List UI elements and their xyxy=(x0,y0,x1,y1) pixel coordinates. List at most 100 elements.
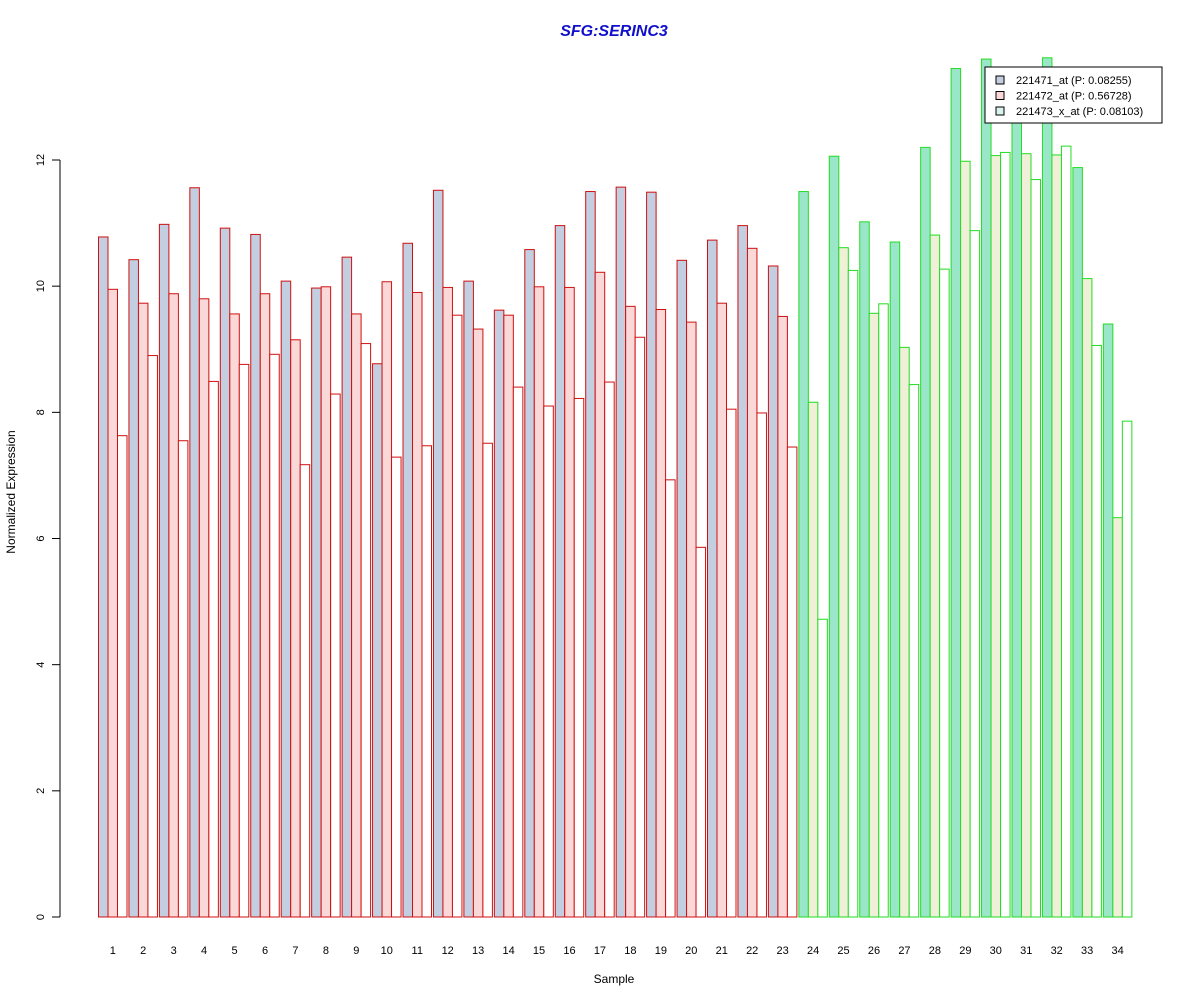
legend-swatch xyxy=(995,75,1005,85)
x-tick-label: 11 xyxy=(412,945,423,957)
bar-series-2-sample-18 xyxy=(625,305,636,918)
bar-series-2-sample-31 xyxy=(1021,153,1032,918)
bar-series-2-sample-30 xyxy=(990,155,1002,918)
x-tick-label: 15 xyxy=(533,945,545,957)
x-tick-label: 10 xyxy=(381,945,393,957)
bar-series-1-sample-1 xyxy=(98,236,109,918)
bar-series-3-sample-34 xyxy=(1121,420,1133,918)
bar-series-2-sample-8 xyxy=(320,286,332,918)
legend-label: 221473_x_at (P: 0.08103) xyxy=(1016,106,1143,118)
bar-series-2-sample-7 xyxy=(290,339,301,918)
bar-series-1-sample-6 xyxy=(250,233,261,918)
x-tick-label: 28 xyxy=(929,945,941,957)
x-tick-label: 18 xyxy=(624,945,636,957)
bar-series-1-sample-17 xyxy=(585,191,596,918)
bar-series-3-sample-7 xyxy=(299,464,311,918)
bar-series-2-sample-34 xyxy=(1112,517,1123,918)
bar-series-1-sample-3 xyxy=(158,223,170,918)
x-tick-label: 6 xyxy=(262,945,268,957)
bar-series-2-sample-2 xyxy=(137,302,149,918)
x-tick-label: 13 xyxy=(472,945,484,957)
bar-series-2-sample-29 xyxy=(960,160,971,918)
y-tick-label: 2 xyxy=(35,788,47,794)
bar-series-1-sample-27 xyxy=(889,241,901,918)
x-tick-label: 21 xyxy=(716,945,728,957)
bar-series-3-sample-27 xyxy=(908,384,920,918)
x-tick-label: 31 xyxy=(1020,945,1032,957)
x-tick-label: 9 xyxy=(353,945,359,957)
bar-series-1-sample-2 xyxy=(128,259,139,918)
bar-series-1-sample-18 xyxy=(615,186,627,918)
bar-series-3-sample-22 xyxy=(756,412,767,918)
bar-series-3-sample-21 xyxy=(726,408,737,918)
x-tick-label: 29 xyxy=(959,945,971,957)
bar-series-1-sample-19 xyxy=(646,191,657,918)
bar-series-1-sample-26 xyxy=(859,221,870,918)
bar-series-1-sample-33 xyxy=(1072,167,1083,918)
bar-series-2-sample-11 xyxy=(412,291,423,918)
x-axis-label: Sample xyxy=(594,972,635,986)
bar-series-1-sample-4 xyxy=(189,187,200,918)
bar-series-3-sample-5 xyxy=(238,363,250,918)
bar-series-3-sample-20 xyxy=(695,546,707,918)
bar-series-2-sample-16 xyxy=(564,286,575,918)
legend-box xyxy=(984,66,1163,124)
bar-series-1-sample-31 xyxy=(1011,74,1022,918)
bar-series-3-sample-24 xyxy=(817,618,828,918)
legend-label: 221471_at (P: 0.08255) xyxy=(1016,75,1132,87)
x-tick-label: 17 xyxy=(594,945,606,957)
bar-series-2-sample-13 xyxy=(472,328,484,918)
bar-series-2-sample-27 xyxy=(899,346,910,918)
bar-series-2-sample-12 xyxy=(442,286,453,918)
y-axis: 0 2 4 6 8 10 12 xyxy=(35,154,61,920)
x-tick-label: 2 xyxy=(140,945,146,957)
x-tick-label: 30 xyxy=(990,945,1002,957)
bar-series-1-sample-22 xyxy=(737,225,748,918)
bar-series-2-sample-6 xyxy=(259,293,271,918)
bar-series-3-sample-23 xyxy=(786,446,798,918)
bar-series-2-sample-33 xyxy=(1081,278,1093,918)
bar-series-1-sample-32 xyxy=(1041,57,1053,918)
y-tick-label: 6 xyxy=(35,535,47,541)
y-axis-label: Normalized Expression xyxy=(4,430,18,553)
x-tick-label: 23 xyxy=(777,945,789,957)
bar-series-2-sample-25 xyxy=(838,247,849,918)
x-tick-label: 3 xyxy=(171,945,177,957)
bar-series-1-sample-7 xyxy=(280,280,292,918)
y-tick-label: 10 xyxy=(35,280,47,292)
bar-series-3-sample-8 xyxy=(330,393,341,918)
x-tick-label: 22 xyxy=(746,945,758,957)
x-tick-label: 24 xyxy=(807,945,819,957)
bar-series-2-sample-4 xyxy=(198,298,210,918)
bar-series-2-sample-23 xyxy=(777,315,788,918)
bar-series-3-sample-13 xyxy=(482,442,493,918)
bar-series-3-sample-14 xyxy=(512,386,524,918)
bar-series-1-sample-30 xyxy=(981,58,992,918)
bar-series-2-sample-14 xyxy=(503,314,514,918)
x-tick-labels: 1 2 3 4 5 6 7 8 9 10 11 12 13 14 15 16 17 18 19 20 21 22 23 24 2… xyxy=(110,945,1124,957)
bar-series-3-sample-19 xyxy=(665,479,676,918)
bar-series-1-sample-16 xyxy=(554,225,566,918)
x-tick-label: 27 xyxy=(898,945,910,957)
bar-series-3-sample-30 xyxy=(1000,151,1011,918)
bar-series-1-sample-13 xyxy=(463,280,474,918)
bar-series-3-sample-11 xyxy=(421,445,432,918)
x-tick-label: 19 xyxy=(655,945,667,957)
bar-series-3-sample-32 xyxy=(1060,145,1072,918)
y-tick-label: 12 xyxy=(35,154,47,166)
bar-series-1-sample-25 xyxy=(828,155,840,918)
bar-series-1-sample-29 xyxy=(950,68,962,918)
bar-series-1-sample-15 xyxy=(524,249,535,918)
bar-series-3-sample-33 xyxy=(1091,344,1102,918)
bar-series-3-sample-6 xyxy=(269,353,280,918)
bar-series-3-sample-29 xyxy=(969,230,981,918)
bar-series-1-sample-10 xyxy=(372,363,383,918)
bar-series-3-sample-16 xyxy=(573,397,585,918)
bar-series-3-sample-12 xyxy=(451,314,463,918)
y-tick-label: 4 xyxy=(35,662,47,668)
bar-series-1-sample-34 xyxy=(1102,323,1114,918)
bar-series-1-sample-9 xyxy=(341,256,353,918)
bar-series-2-sample-26 xyxy=(868,312,880,918)
x-tick-label: 26 xyxy=(868,945,880,957)
bar-series-2-sample-10 xyxy=(381,281,393,918)
